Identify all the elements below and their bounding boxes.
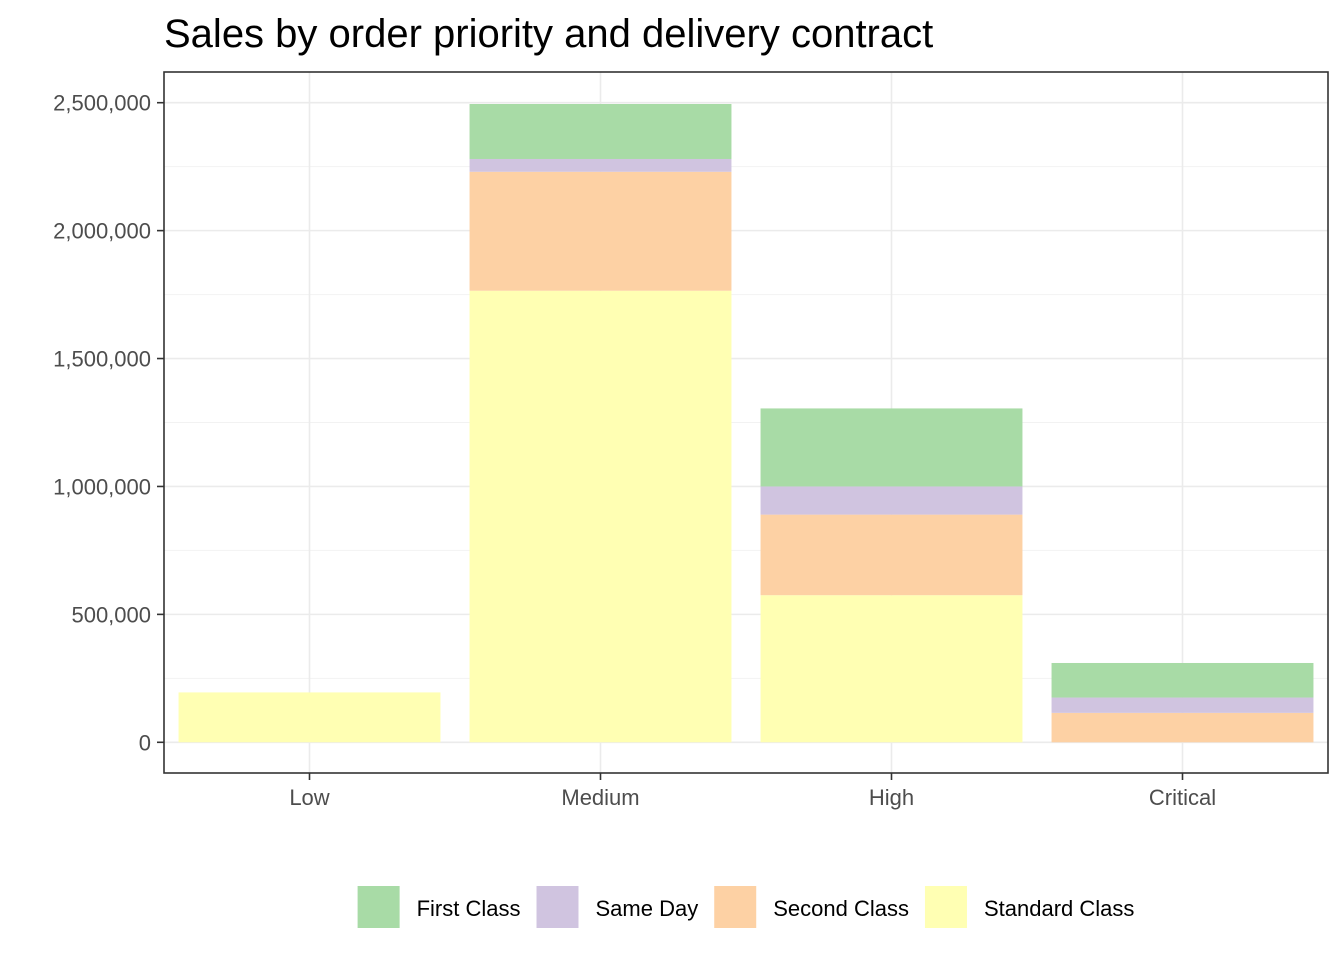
bar-segment-medium-standard-class — [469, 290, 732, 743]
chart-title: Sales by order priority and delivery con… — [164, 12, 933, 56]
bar-segment-critical-first-class — [1051, 662, 1314, 698]
bar-segment-high-second-class — [760, 514, 1023, 596]
legend-key-second-class — [714, 886, 757, 928]
legend-label: Same Day — [596, 896, 699, 921]
y-tick-label: 1,000,000 — [53, 474, 151, 499]
x-tick-label: High — [869, 785, 914, 810]
legend: First Class Same Day Second Class Standard … — [357, 886, 1134, 928]
legend-label: Second Class — [773, 896, 909, 921]
bar-segment-medium-second-class — [469, 171, 732, 291]
legend-key-same-day — [536, 886, 579, 928]
legend-label: First Class — [417, 896, 521, 921]
bars — [178, 103, 1314, 743]
plot-panel-border — [163, 71, 1329, 774]
bar-segment-high-first-class — [760, 408, 1023, 487]
bar-segment-critical-same-day — [1051, 697, 1314, 713]
legend-key-first-class — [357, 886, 400, 928]
bar-segment-medium-same-day — [469, 158, 732, 172]
legend-label: Standard Class — [984, 896, 1134, 921]
y-tick-label: 500,000 — [71, 602, 151, 627]
x-tick-label: Low — [289, 785, 329, 810]
y-tick-label: 1,500,000 — [53, 347, 151, 372]
legend-key-standard-class — [924, 886, 967, 928]
y-axis: 0 500,000 1,000,000 1,500,000 2,000,000 2,500… — [53, 91, 164, 755]
y-tick-label: 0 — [139, 730, 151, 755]
bar-segment-medium-first-class — [469, 103, 732, 159]
bar-segment-low-standard-class — [178, 692, 441, 743]
bar-segment-critical-second-class — [1051, 712, 1314, 743]
x-tick-label: Medium — [561, 785, 639, 810]
x-tick-label: Critical — [1149, 785, 1216, 810]
y-tick-label: 2,500,000 — [53, 91, 151, 116]
bar-segment-high-same-day — [760, 486, 1023, 515]
x-axis: Low Medium High Critical — [289, 773, 1216, 810]
y-tick-label: 2,000,000 — [53, 219, 151, 244]
bar-segment-high-standard-class — [760, 595, 1023, 743]
